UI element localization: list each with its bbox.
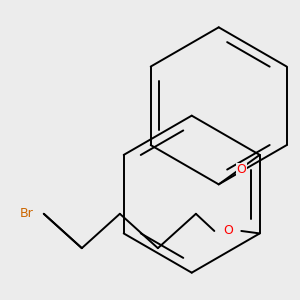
Text: O: O (237, 163, 247, 176)
Text: Br: Br (20, 207, 34, 220)
Text: O: O (223, 224, 233, 238)
